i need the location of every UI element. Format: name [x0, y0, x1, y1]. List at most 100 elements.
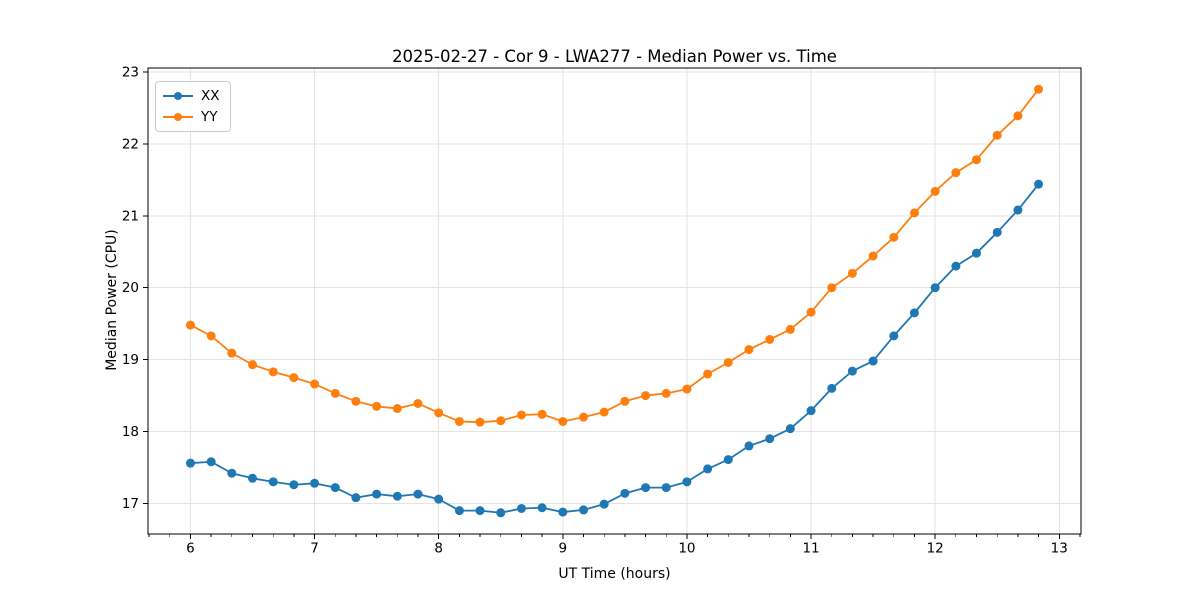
series-xx-marker: [744, 441, 754, 451]
series-xx-marker: [310, 478, 320, 488]
series-xx-marker: [806, 406, 816, 416]
series-yy-marker: [330, 388, 340, 398]
series-yy-marker: [248, 360, 258, 370]
series-xx-marker: [599, 499, 609, 509]
series-yy-marker: [971, 155, 981, 165]
series-xx-marker: [413, 489, 423, 499]
series-yy-marker: [661, 388, 671, 398]
x-tick-label: 13: [1051, 541, 1068, 557]
x-tick-label: 7: [310, 541, 319, 557]
series-yy-marker: [372, 401, 382, 411]
series-yy-marker: [620, 396, 630, 406]
series-yy-marker: [930, 186, 940, 196]
series-yy-marker: [847, 268, 857, 278]
series-yy-marker: [785, 324, 795, 334]
series-yy-marker: [889, 232, 899, 242]
series-yy-marker: [206, 331, 216, 341]
series-yy-marker: [723, 357, 733, 367]
series-xx-marker: [579, 505, 589, 515]
series-yy-marker: [703, 369, 713, 379]
series-xx-marker: [785, 424, 795, 434]
series-yy-marker: [1034, 84, 1044, 94]
x-tick-label: 10: [678, 541, 695, 557]
series-yy-marker: [413, 398, 423, 408]
legend-line-marker-icon: [163, 91, 193, 101]
series-xx-marker: [454, 506, 464, 516]
series-yy-marker: [765, 334, 775, 344]
series-xx-marker: [558, 507, 568, 517]
legend-label-xx: XX: [201, 88, 220, 104]
series-xx-marker: [372, 489, 382, 499]
series-xx-marker: [268, 477, 278, 487]
series-xx-marker: [475, 506, 485, 516]
y-tick-label: 23: [122, 64, 139, 80]
legend-label-yy: YY: [201, 109, 218, 125]
series-xx-marker: [516, 503, 526, 513]
legend-item-yy: YY: [163, 108, 220, 126]
series-xx-marker: [351, 493, 361, 503]
series-yy-marker: [268, 367, 278, 377]
x-tick-label: 11: [802, 541, 819, 557]
series-xx-marker: [765, 434, 775, 444]
chart-title: 2025-02-27 - Cor 9 - LWA277 - Median Pow…: [392, 47, 837, 66]
series-yy-marker: [599, 407, 609, 417]
series-xx-marker: [682, 477, 692, 487]
series-yy-marker: [579, 412, 589, 422]
legend: XX YY: [155, 81, 231, 132]
series-xx-marker: [992, 227, 1002, 237]
series-xx-marker: [1013, 205, 1023, 215]
series-yy-line: [189, 88, 1040, 424]
series-xx-marker: [185, 458, 195, 468]
series-xx-marker: [537, 503, 547, 513]
series-xx-marker: [723, 455, 733, 465]
legend-item-xx: XX: [163, 87, 220, 105]
x-tick-label: 8: [434, 541, 443, 557]
series-xx-marker: [971, 248, 981, 258]
y-axis-label: Median Power (CPU): [104, 229, 120, 371]
x-tick-label: 12: [927, 541, 944, 557]
series-yy-marker: [806, 307, 816, 317]
series-xx-marker: [951, 261, 961, 271]
series-yy-marker: [310, 379, 320, 389]
series-yy-marker: [744, 345, 754, 355]
y-tick-label: 19: [122, 352, 139, 368]
series-xx-marker: [641, 483, 651, 493]
series-yy-marker: [496, 416, 506, 426]
series-xx-marker: [496, 508, 506, 518]
series-yy-marker: [641, 391, 651, 401]
series-xx-marker: [930, 283, 940, 293]
series-yy-marker: [392, 404, 402, 414]
series-yy-marker: [185, 320, 195, 330]
series-xx-marker: [889, 331, 899, 341]
series-yy-marker: [1013, 111, 1023, 121]
series-yy-marker: [827, 283, 837, 293]
series-yy-marker: [516, 410, 526, 420]
y-tick-label: 21: [122, 208, 139, 224]
series-yy-marker: [868, 251, 878, 261]
series-yy-marker: [475, 417, 485, 427]
series-yy-marker: [909, 208, 919, 218]
x-tick-label: 6: [186, 541, 195, 557]
series-yy-marker: [951, 168, 961, 178]
y-tick-label: 20: [122, 280, 139, 296]
series-xx-marker: [868, 356, 878, 366]
series-yy-marker: [992, 130, 1002, 140]
x-tick-label: 9: [559, 541, 568, 557]
series-xx-marker: [206, 457, 216, 467]
series-yy-marker: [434, 408, 444, 418]
series-xx-marker: [847, 366, 857, 376]
series-xx-marker: [827, 383, 837, 393]
series-xx-marker: [703, 464, 713, 474]
series-yy-marker: [454, 416, 464, 426]
series-xx-marker: [330, 483, 340, 493]
series-xx-marker: [909, 308, 919, 318]
series-yy-marker: [351, 396, 361, 406]
series-xx-marker: [248, 473, 258, 483]
x-axis-label: UT Time (hours): [558, 566, 671, 582]
series-xx-marker: [392, 491, 402, 501]
series-yy-marker: [558, 416, 568, 426]
y-tick-label: 17: [122, 496, 139, 512]
y-tick-label: 18: [122, 424, 139, 440]
series-xx-marker: [661, 483, 671, 493]
